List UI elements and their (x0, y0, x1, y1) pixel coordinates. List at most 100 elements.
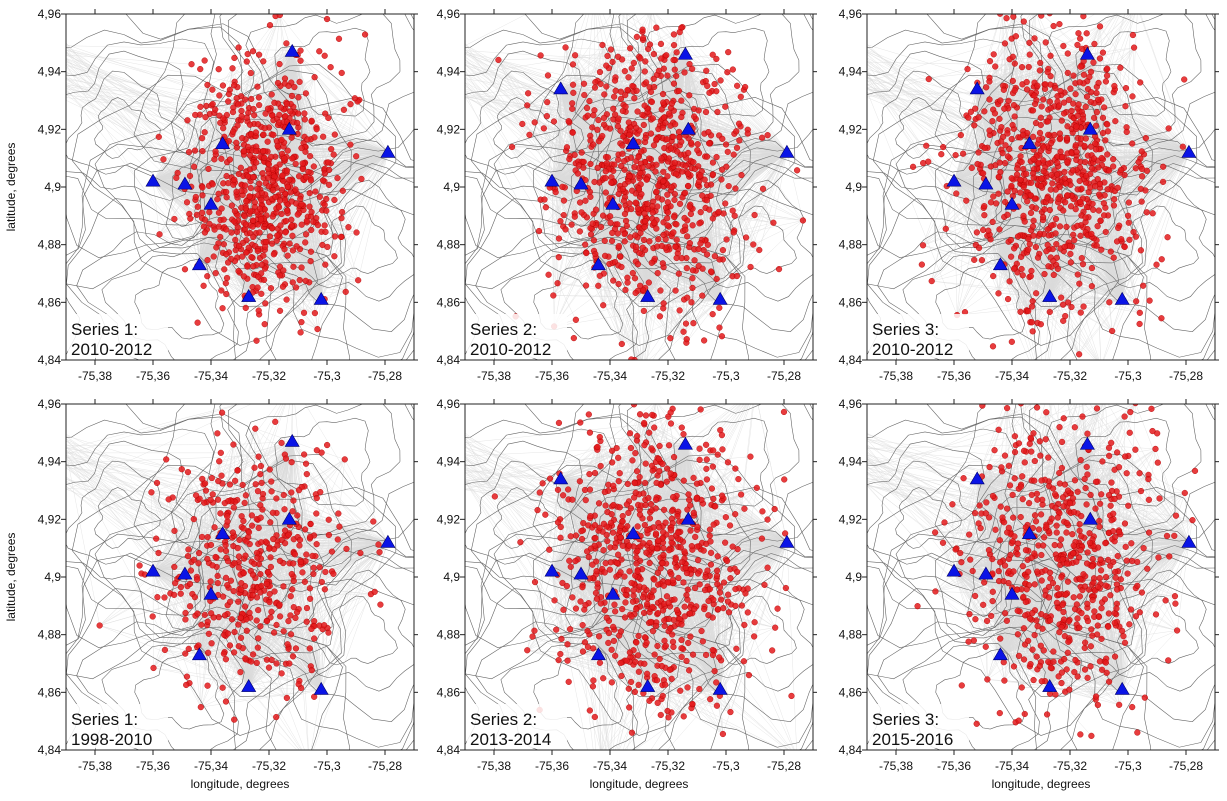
event-point (247, 69, 254, 77)
raypath (152, 144, 245, 182)
series-label: Series 1: (71, 320, 138, 339)
event-point (256, 205, 264, 212)
event-point (233, 188, 240, 195)
raypath (292, 51, 357, 233)
event-point (223, 274, 231, 282)
raypath (152, 181, 198, 266)
event-point (299, 160, 306, 167)
contour-line (227, 14, 414, 176)
raypath (249, 152, 389, 251)
event-point (228, 255, 235, 262)
raypath (289, 127, 317, 130)
event-point (311, 310, 318, 317)
event-point (231, 54, 238, 62)
event-point (261, 321, 268, 328)
contour-line (94, 97, 161, 159)
event-point (288, 134, 295, 141)
raypath (292, 51, 317, 128)
event-point (260, 131, 267, 138)
contour-line (71, 64, 397, 346)
event-point (250, 174, 257, 181)
raypath (243, 51, 293, 145)
event-point (223, 172, 230, 180)
event-point (331, 233, 339, 240)
raypath (233, 152, 388, 181)
raypath (234, 51, 293, 86)
raypath (231, 51, 293, 233)
event-point (261, 125, 268, 132)
raypath (292, 51, 327, 211)
event-point (302, 239, 309, 246)
event-point (242, 221, 250, 228)
event-point (247, 152, 254, 159)
raypath (292, 51, 330, 170)
event-point (283, 40, 290, 47)
event-point (278, 210, 285, 218)
x-tick-label: -75,34 (194, 369, 228, 383)
event-point (242, 205, 249, 212)
raypath (357, 101, 389, 153)
event-point (331, 253, 338, 260)
event-point (289, 232, 296, 239)
event-point (230, 181, 237, 188)
raypath (240, 152, 388, 168)
event-point (185, 148, 193, 156)
event-point (249, 48, 257, 55)
raypath (228, 129, 290, 142)
raypath (197, 152, 388, 267)
event-point (254, 121, 262, 128)
raypath (305, 146, 388, 153)
event-point (316, 193, 323, 200)
raypath (255, 152, 388, 234)
raypath (222, 72, 252, 144)
raypath (358, 152, 389, 281)
raypath (262, 51, 293, 136)
event-point (325, 159, 332, 166)
event-point (256, 102, 263, 109)
event-point (277, 222, 284, 229)
event-point (310, 163, 317, 170)
event-point (254, 284, 261, 291)
raypath (284, 152, 388, 194)
raypath (299, 152, 388, 209)
raypath (202, 152, 388, 196)
event-point (230, 128, 237, 135)
event-point (200, 223, 207, 230)
event-point (223, 188, 230, 196)
event-point (234, 101, 242, 108)
event-point (319, 177, 327, 184)
event-point (262, 300, 269, 307)
event-point (296, 277, 303, 284)
event-point (223, 194, 230, 201)
event-point (206, 220, 213, 227)
event-point (274, 79, 282, 87)
event-point (199, 192, 206, 199)
raypath (299, 152, 388, 213)
raypath (209, 152, 388, 225)
event-point (338, 215, 345, 222)
event-point (213, 244, 220, 251)
event-point (211, 156, 218, 163)
raypath (159, 152, 388, 235)
raypath (287, 152, 388, 211)
event-point (269, 187, 277, 194)
event-point (218, 155, 225, 162)
event-point (225, 90, 233, 98)
event-point (238, 107, 245, 114)
event-point (194, 203, 201, 210)
raypath (292, 51, 325, 205)
event-point (289, 279, 296, 286)
y-tick-label: 4,88 (38, 238, 62, 252)
raypath (253, 51, 293, 124)
event-point (283, 100, 290, 108)
raypath (322, 152, 389, 246)
event-point (290, 263, 297, 270)
raypath (261, 152, 388, 222)
raypath (244, 152, 388, 217)
event-point (184, 117, 191, 124)
raypath (240, 129, 290, 250)
event-point (288, 92, 296, 100)
event-point (285, 82, 292, 89)
raypath (299, 152, 388, 207)
event-point (210, 253, 217, 260)
